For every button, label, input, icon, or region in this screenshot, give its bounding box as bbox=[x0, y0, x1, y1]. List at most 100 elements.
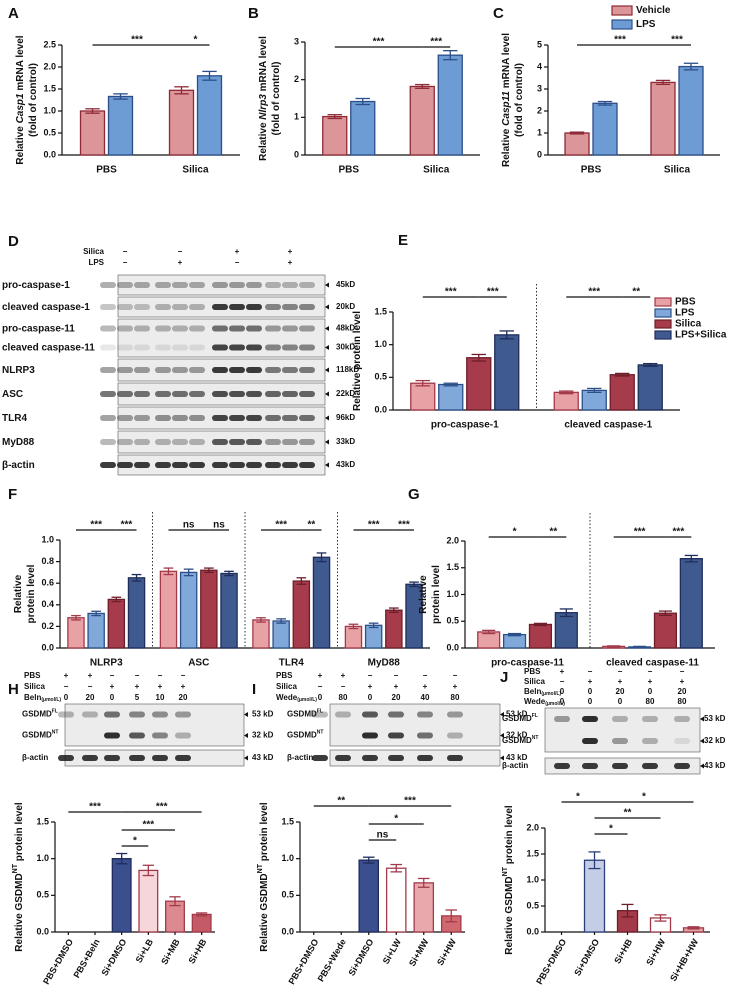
band bbox=[212, 325, 228, 332]
band bbox=[246, 439, 262, 445]
significance-label: ** bbox=[624, 808, 632, 819]
kd-arrow bbox=[325, 282, 329, 288]
condition-mark: − bbox=[341, 682, 346, 691]
band bbox=[265, 282, 281, 288]
band bbox=[134, 415, 150, 421]
significance-label: *** bbox=[131, 35, 143, 46]
kd-label: 43 kD bbox=[252, 753, 274, 762]
band bbox=[229, 439, 245, 445]
y-axis-label-part: protein level bbox=[504, 805, 515, 867]
band-label-part: GSDMD bbox=[287, 731, 317, 740]
significance-label: * bbox=[394, 814, 398, 825]
condition-unit: (μmol/L) bbox=[545, 701, 565, 707]
condition-mark: + bbox=[135, 682, 140, 691]
condition-label: Wede(μmol/L) bbox=[524, 697, 565, 707]
condition-mark: + bbox=[394, 682, 399, 691]
significance-label: *** bbox=[487, 287, 499, 298]
significance-label: * bbox=[133, 836, 137, 847]
band bbox=[155, 391, 171, 397]
kd-arrow bbox=[325, 439, 329, 445]
y-axis-label-part: mRNA level bbox=[258, 36, 269, 94]
band bbox=[335, 755, 351, 761]
condition-mark: + bbox=[235, 247, 240, 256]
kd-label: 43 kD bbox=[506, 753, 528, 762]
band bbox=[265, 415, 281, 421]
bar bbox=[344, 625, 363, 649]
y-axis-label-part: protein level bbox=[26, 564, 37, 623]
x-tick-label: MyD88 bbox=[368, 658, 401, 669]
legend-swatch bbox=[611, 19, 633, 30]
bar bbox=[107, 598, 126, 649]
panel-label: J bbox=[500, 669, 508, 686]
band-label-part: NLRP3 bbox=[2, 365, 35, 376]
y-tick-label: 2 bbox=[537, 105, 542, 115]
x-tick-label: Silica bbox=[423, 165, 450, 176]
band bbox=[282, 415, 298, 421]
significance-label: *** bbox=[90, 520, 102, 531]
band-label: β-actin bbox=[2, 460, 35, 471]
kd-label: 32 kD bbox=[252, 731, 274, 740]
kd-label: 43 kD bbox=[704, 761, 726, 770]
bar bbox=[581, 389, 607, 411]
band-label: pro-caspase-1 bbox=[2, 280, 70, 291]
band bbox=[246, 462, 262, 468]
kd-arrow bbox=[244, 712, 248, 717]
condition-mark: − bbox=[618, 667, 623, 676]
kd-label: 22kD bbox=[336, 389, 355, 398]
band bbox=[246, 304, 262, 310]
band-label: TLR4 bbox=[2, 413, 27, 424]
x-tick-label: NLRP3 bbox=[90, 658, 123, 669]
y-tick-label: 0.0 bbox=[36, 926, 49, 936]
band bbox=[117, 282, 133, 288]
y-tick-label: 0.5 bbox=[446, 616, 459, 626]
band-label-part: NT bbox=[317, 730, 324, 736]
band bbox=[417, 711, 433, 718]
band bbox=[189, 415, 205, 421]
x-tick-label: Si+HW bbox=[644, 937, 667, 967]
bar bbox=[168, 89, 195, 156]
y-axis-label-part: Casp1 bbox=[15, 93, 26, 123]
band-label-part: GSDMD bbox=[502, 736, 532, 745]
kd-label: 30kD bbox=[336, 343, 355, 352]
band bbox=[212, 282, 228, 288]
band bbox=[265, 304, 281, 310]
bar bbox=[409, 85, 435, 156]
y-tick-label: 1.5 bbox=[446, 562, 459, 572]
kd-arrow bbox=[325, 304, 329, 310]
band bbox=[229, 462, 245, 468]
condition-name: Wede bbox=[524, 697, 546, 706]
band-label: cleaved caspase-1 bbox=[2, 302, 90, 313]
band bbox=[212, 439, 228, 445]
condition-mark: − bbox=[181, 671, 186, 680]
condition-mark: 80 bbox=[339, 693, 348, 702]
y-tick-label: 0.5 bbox=[281, 890, 294, 900]
condition-label: PBS bbox=[524, 667, 541, 676]
band bbox=[172, 391, 188, 397]
panel-label: B bbox=[248, 5, 259, 22]
band bbox=[134, 304, 150, 310]
band bbox=[582, 763, 598, 769]
bar bbox=[583, 859, 606, 933]
band bbox=[189, 439, 205, 445]
band bbox=[117, 304, 133, 310]
condition-name: PBS bbox=[524, 667, 541, 676]
panel-label: I bbox=[252, 681, 256, 698]
band bbox=[246, 325, 262, 332]
x-tick-label: PBS+DMSO bbox=[534, 937, 568, 985]
x-tick-label: Si+HB bbox=[186, 937, 208, 966]
condition-mark: + bbox=[288, 247, 293, 256]
blot-strip bbox=[329, 749, 501, 767]
band bbox=[312, 755, 328, 761]
y-axis-label-part: (fold of control) bbox=[28, 63, 39, 137]
band bbox=[129, 711, 145, 718]
y-axis-label-part: Relative bbox=[258, 120, 269, 161]
condition-name: Silica bbox=[276, 682, 297, 691]
condition-mark: + bbox=[453, 682, 458, 691]
y-axis-label-part: Relative GSDMD bbox=[259, 873, 270, 951]
kd-arrow bbox=[500, 755, 504, 761]
condition-mark: 0 bbox=[560, 697, 565, 706]
band-label-part: FL bbox=[317, 709, 323, 715]
y-axis-label-part: protein level bbox=[14, 802, 25, 864]
x-tick-label: PBS+DMSO bbox=[41, 937, 75, 985]
band bbox=[189, 282, 205, 288]
